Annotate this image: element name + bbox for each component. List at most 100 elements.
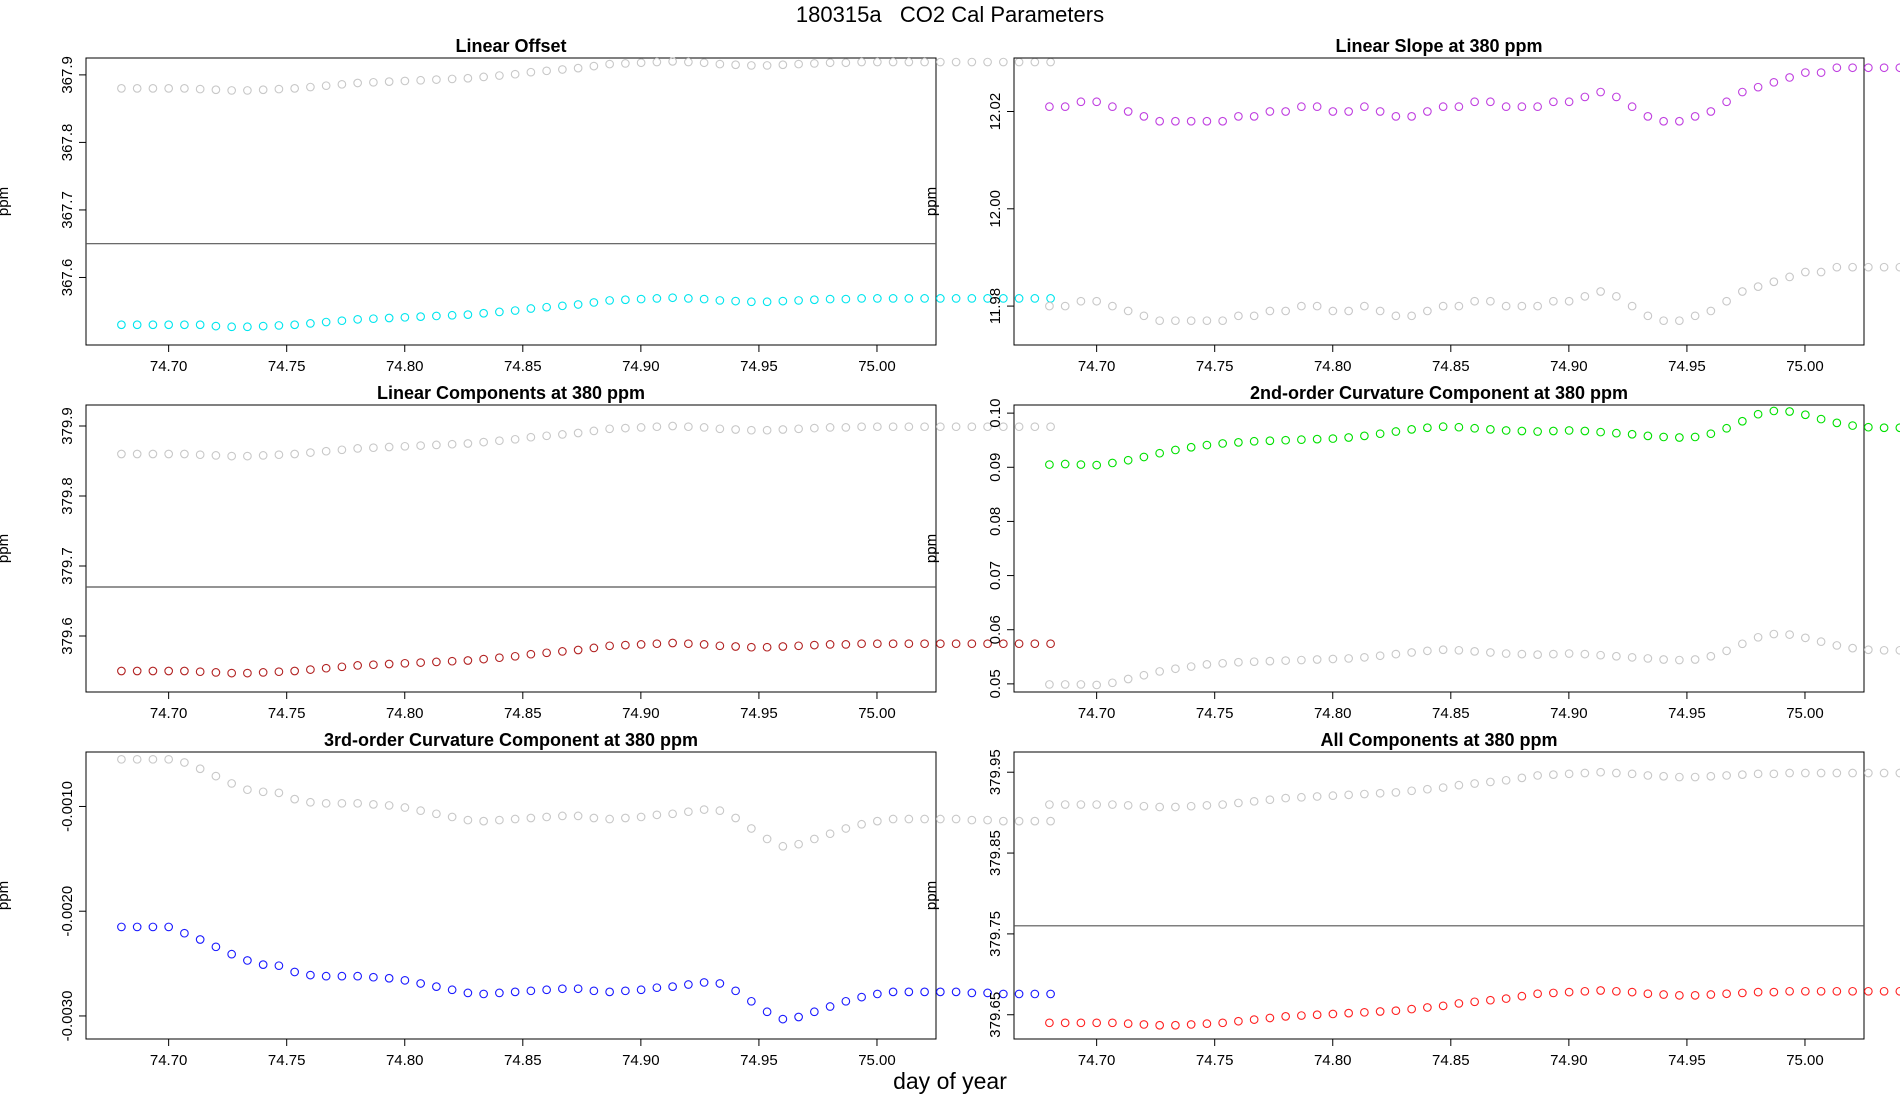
- data-point: [684, 294, 693, 303]
- data-point: [1564, 296, 1574, 306]
- data-point: [762, 61, 772, 70]
- data-point: [432, 657, 441, 667]
- x-tick-label: 74.95: [740, 358, 778, 375]
- data-point: [416, 806, 425, 816]
- data-point: [1438, 1001, 1448, 1011]
- data-point: [1470, 779, 1479, 788]
- data-point: [967, 815, 977, 825]
- data-point: [857, 819, 866, 829]
- data-point: [841, 294, 851, 304]
- series-primary: [1045, 986, 1900, 1030]
- x-tick-label: 74.80: [1314, 1052, 1352, 1069]
- data-point: [794, 296, 803, 305]
- data-point: [1863, 63, 1873, 73]
- data-point: [195, 667, 205, 677]
- data-point: [1454, 645, 1464, 655]
- series-primary: [117, 638, 1055, 678]
- data-point: [1218, 658, 1228, 668]
- panel-title: Linear Slope at 380 ppm: [1335, 36, 1542, 56]
- data-point: [1123, 107, 1133, 116]
- data-point: [164, 84, 174, 93]
- data-point: [1265, 306, 1275, 316]
- data-point: [1139, 311, 1149, 321]
- data-point: [258, 321, 268, 331]
- x-tick-label: 74.75: [1196, 358, 1234, 375]
- data-point: [668, 982, 677, 991]
- data-point: [1297, 301, 1306, 311]
- data-point: [1312, 102, 1322, 111]
- data-point: [778, 1014, 788, 1024]
- data-point: [1470, 423, 1479, 433]
- data-point: [668, 421, 677, 431]
- data-point: [1800, 768, 1810, 778]
- data-point: [589, 61, 599, 71]
- data-point: [463, 439, 473, 448]
- data-point: [605, 424, 614, 434]
- data-point: [243, 668, 252, 678]
- data-point: [1046, 294, 1055, 303]
- data-point: [274, 321, 284, 330]
- data-point: [1769, 406, 1779, 416]
- data-point: [1186, 801, 1196, 811]
- data-point: [904, 57, 914, 67]
- data-point: [384, 313, 394, 323]
- data-point: [510, 434, 520, 444]
- data-point: [1486, 995, 1495, 1005]
- data-point: [825, 1002, 835, 1011]
- y-tick-label: 0.10: [987, 399, 1004, 428]
- data-point: [1423, 306, 1432, 316]
- y-tick-label: 0.05: [987, 669, 1004, 698]
- data-point: [1297, 102, 1306, 111]
- data-point: [1643, 771, 1653, 780]
- data-point: [636, 985, 646, 995]
- data-point: [668, 293, 677, 303]
- data-point: [447, 74, 457, 84]
- data-point: [384, 801, 394, 810]
- data-point: [1517, 773, 1527, 783]
- data-point: [400, 441, 410, 451]
- x-tick-label: 74.95: [1668, 1052, 1706, 1069]
- data-point: [1549, 988, 1558, 998]
- data-point: [573, 428, 583, 438]
- data-point: [542, 302, 551, 312]
- data-point: [164, 922, 174, 932]
- data-point: [1014, 422, 1024, 432]
- x-tick-label: 75.00: [1786, 358, 1824, 375]
- data-point: [1234, 657, 1243, 667]
- data-point: [1092, 460, 1102, 470]
- data-point: [1014, 639, 1024, 649]
- data-point: [841, 640, 851, 649]
- x-tick-label: 75.00: [1786, 1052, 1824, 1069]
- data-point: [1423, 107, 1432, 116]
- data-point: [731, 642, 740, 651]
- data-point: [684, 807, 693, 817]
- data-point: [1202, 440, 1212, 450]
- data-point: [731, 425, 740, 434]
- data-point: [1675, 316, 1684, 326]
- data-point: [888, 57, 898, 67]
- data-point: [668, 809, 677, 819]
- data-point: [1407, 648, 1416, 657]
- y-axis-label: ppm: [923, 187, 940, 216]
- data-point: [1407, 786, 1416, 796]
- data-point: [652, 422, 662, 432]
- data-point: [306, 665, 315, 674]
- plot-frame: [85, 57, 937, 346]
- data-point: [1186, 442, 1196, 452]
- data-point: [132, 84, 142, 93]
- data-point: [1297, 435, 1306, 445]
- data-point: [810, 295, 819, 305]
- data-point: [542, 648, 551, 658]
- data-point: [1564, 97, 1574, 107]
- data-point: [935, 422, 945, 432]
- data-point: [1785, 768, 1794, 778]
- data-point: [1863, 768, 1873, 778]
- data-point: [1753, 409, 1763, 419]
- x-tick-label: 74.90: [1550, 705, 1588, 722]
- data-point: [1123, 306, 1133, 316]
- series-reference: [117, 421, 1055, 461]
- data-point: [810, 834, 819, 844]
- data-point: [1391, 1006, 1401, 1016]
- figure-title: 180315a CO2 Cal Parameters: [795, 2, 1105, 27]
- data-point: [825, 829, 835, 839]
